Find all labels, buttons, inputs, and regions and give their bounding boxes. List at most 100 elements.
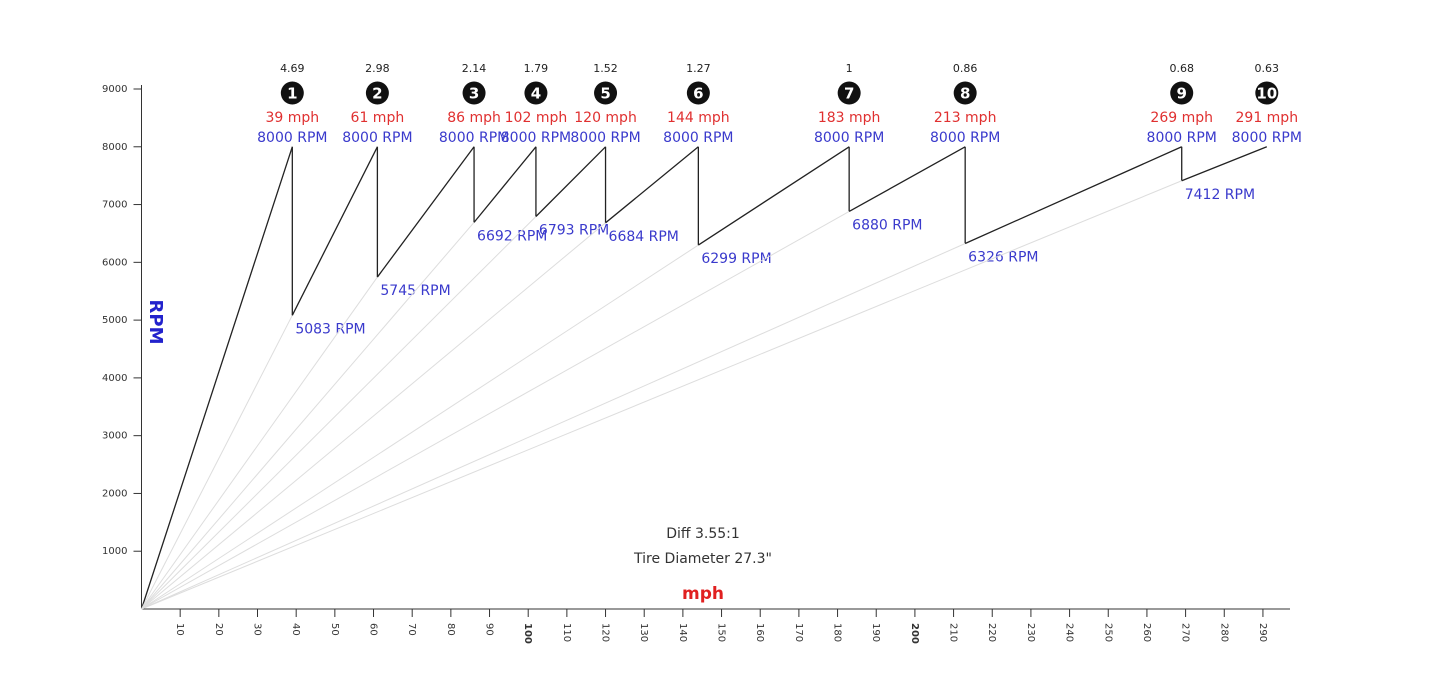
- x-tick-label: 210: [948, 623, 959, 642]
- gear-guide: [141, 244, 699, 610]
- shift-mph-label: 120 mph: [574, 110, 637, 126]
- gear-number: 2: [372, 85, 382, 103]
- gear-ratio: 1.52: [593, 62, 618, 75]
- x-tick-label: 180: [832, 623, 843, 642]
- x-tick-label: 90: [484, 623, 495, 636]
- drop-rpm-label: 7412 RPM: [1185, 187, 1255, 203]
- x-tick-label: 50: [329, 623, 340, 636]
- x-tick-label: 260: [1141, 623, 1152, 642]
- shift-mph-label: 39 mph: [265, 110, 319, 126]
- y-tick-label: 8000: [102, 142, 127, 153]
- gear-ratio: 1.79: [524, 62, 549, 75]
- y-tick-label: 1000: [102, 546, 127, 557]
- gear-badge: [1255, 81, 1279, 105]
- x-tick-label: 80: [445, 623, 456, 636]
- x-tick-label: 130: [638, 623, 649, 642]
- annotation: Diff 3.55:1: [666, 526, 740, 542]
- shift-mph-label: 61 mph: [351, 110, 405, 126]
- gear-line: [848, 146, 966, 213]
- gear-badge: [365, 81, 389, 105]
- gear-guide: [141, 276, 378, 610]
- drop-rpm-label: 6299 RPM: [701, 251, 771, 267]
- gear-ratio: 0.86: [953, 62, 978, 75]
- x-tick-label: 230: [1025, 623, 1036, 642]
- x-tick-label: 280: [1218, 623, 1229, 642]
- x-tick-label: 150: [716, 623, 727, 642]
- gear-number: 7: [844, 85, 854, 103]
- gear-guide: [141, 315, 293, 610]
- shift-mph-label: 213 mph: [934, 110, 997, 126]
- shift-rpm-label: 8000 RPM: [1147, 130, 1217, 146]
- gear-ratio: 2.14: [462, 62, 487, 75]
- x-tick-label: 120: [600, 623, 611, 642]
- x-tick-label: 140: [677, 623, 688, 642]
- y-tick-label: 6000: [102, 257, 127, 268]
- gear-ratio: 1.27: [686, 62, 711, 75]
- shift-mph-label: 102 mph: [505, 110, 568, 126]
- gear-number: 3: [469, 85, 479, 103]
- y-tick-label: 7000: [102, 200, 127, 211]
- annotation: Tire Diameter 27.3": [633, 551, 772, 567]
- y-tick-label: 4000: [102, 373, 127, 384]
- shift-rpm-label: 8000 RPM: [501, 130, 571, 146]
- gear-ratio: 0.63: [1255, 62, 1280, 75]
- x-axis-label: mph: [682, 584, 724, 604]
- gear-line: [697, 146, 850, 246]
- gear-badge: [594, 81, 618, 105]
- gear-number: 6: [693, 85, 703, 103]
- gear-badge: [837, 81, 861, 105]
- shift-rpm-label: 8000 RPM: [930, 130, 1000, 146]
- drop-rpm-label: 6326 RPM: [968, 249, 1038, 265]
- gear-ratio: 0.68: [1169, 62, 1194, 75]
- y-tick-label: 2000: [102, 488, 127, 499]
- shift-rpm-label: 8000 RPM: [342, 130, 412, 146]
- drop-rpm-label: 6793 RPM: [539, 223, 609, 239]
- gear-number: 1: [287, 85, 297, 103]
- shift-mph-label: 269 mph: [1150, 110, 1213, 126]
- gear-guide: [141, 211, 850, 610]
- x-tick-label: 270: [1180, 623, 1191, 642]
- gear-number: 4: [531, 85, 541, 103]
- gear-ratio: 1: [846, 62, 853, 75]
- gear-number: 10: [1256, 85, 1277, 103]
- gear-line: [291, 146, 378, 316]
- x-tick-label: 10: [174, 623, 185, 636]
- x-tick-label: 40: [290, 623, 301, 636]
- gear-badge: [1170, 81, 1194, 105]
- gear-line: [1181, 146, 1268, 182]
- gear-line: [473, 146, 537, 223]
- x-tick-label: 250: [1102, 623, 1113, 642]
- shift-rpm-label: 8000 RPM: [814, 130, 884, 146]
- gear-line: [605, 146, 699, 224]
- gear-number: 5: [600, 85, 610, 103]
- x-tick-label: 170: [793, 623, 804, 642]
- drop-rpm-label: 6880 RPM: [852, 217, 922, 233]
- gear-badge: [686, 81, 710, 105]
- x-tick-label: 110: [561, 623, 572, 642]
- shift-rpm-label: 8000 RPM: [1232, 130, 1302, 146]
- shift-rpm-label: 8000 RPM: [439, 130, 509, 146]
- shift-mph-label: 291 mph: [1236, 110, 1299, 126]
- gear-ratio: 2.98: [365, 62, 390, 75]
- gear-guide: [141, 222, 475, 610]
- x-tick-label: 60: [368, 623, 379, 636]
- x-tick-label: 290: [1257, 623, 1268, 642]
- gear-line: [535, 146, 607, 217]
- gear-number: 8: [960, 85, 970, 103]
- gear-line: [964, 146, 1182, 245]
- shift-mph-label: 183 mph: [818, 110, 881, 126]
- gear-line: [140, 146, 293, 610]
- drop-rpm-label: 6692 RPM: [477, 228, 547, 244]
- shift-rpm-label: 8000 RPM: [663, 130, 733, 146]
- drop-rpm-label: 5083 RPM: [295, 321, 365, 337]
- x-tick-label: 100: [522, 623, 533, 644]
- x-tick-label: 190: [870, 623, 881, 642]
- gear-guide: [141, 216, 537, 610]
- gear-ratio: 4.69: [280, 62, 305, 75]
- gear-badge: [953, 81, 977, 105]
- y-axis-label: RPM: [145, 300, 166, 345]
- gear-badge: [524, 81, 548, 105]
- gear-guide: [141, 222, 606, 610]
